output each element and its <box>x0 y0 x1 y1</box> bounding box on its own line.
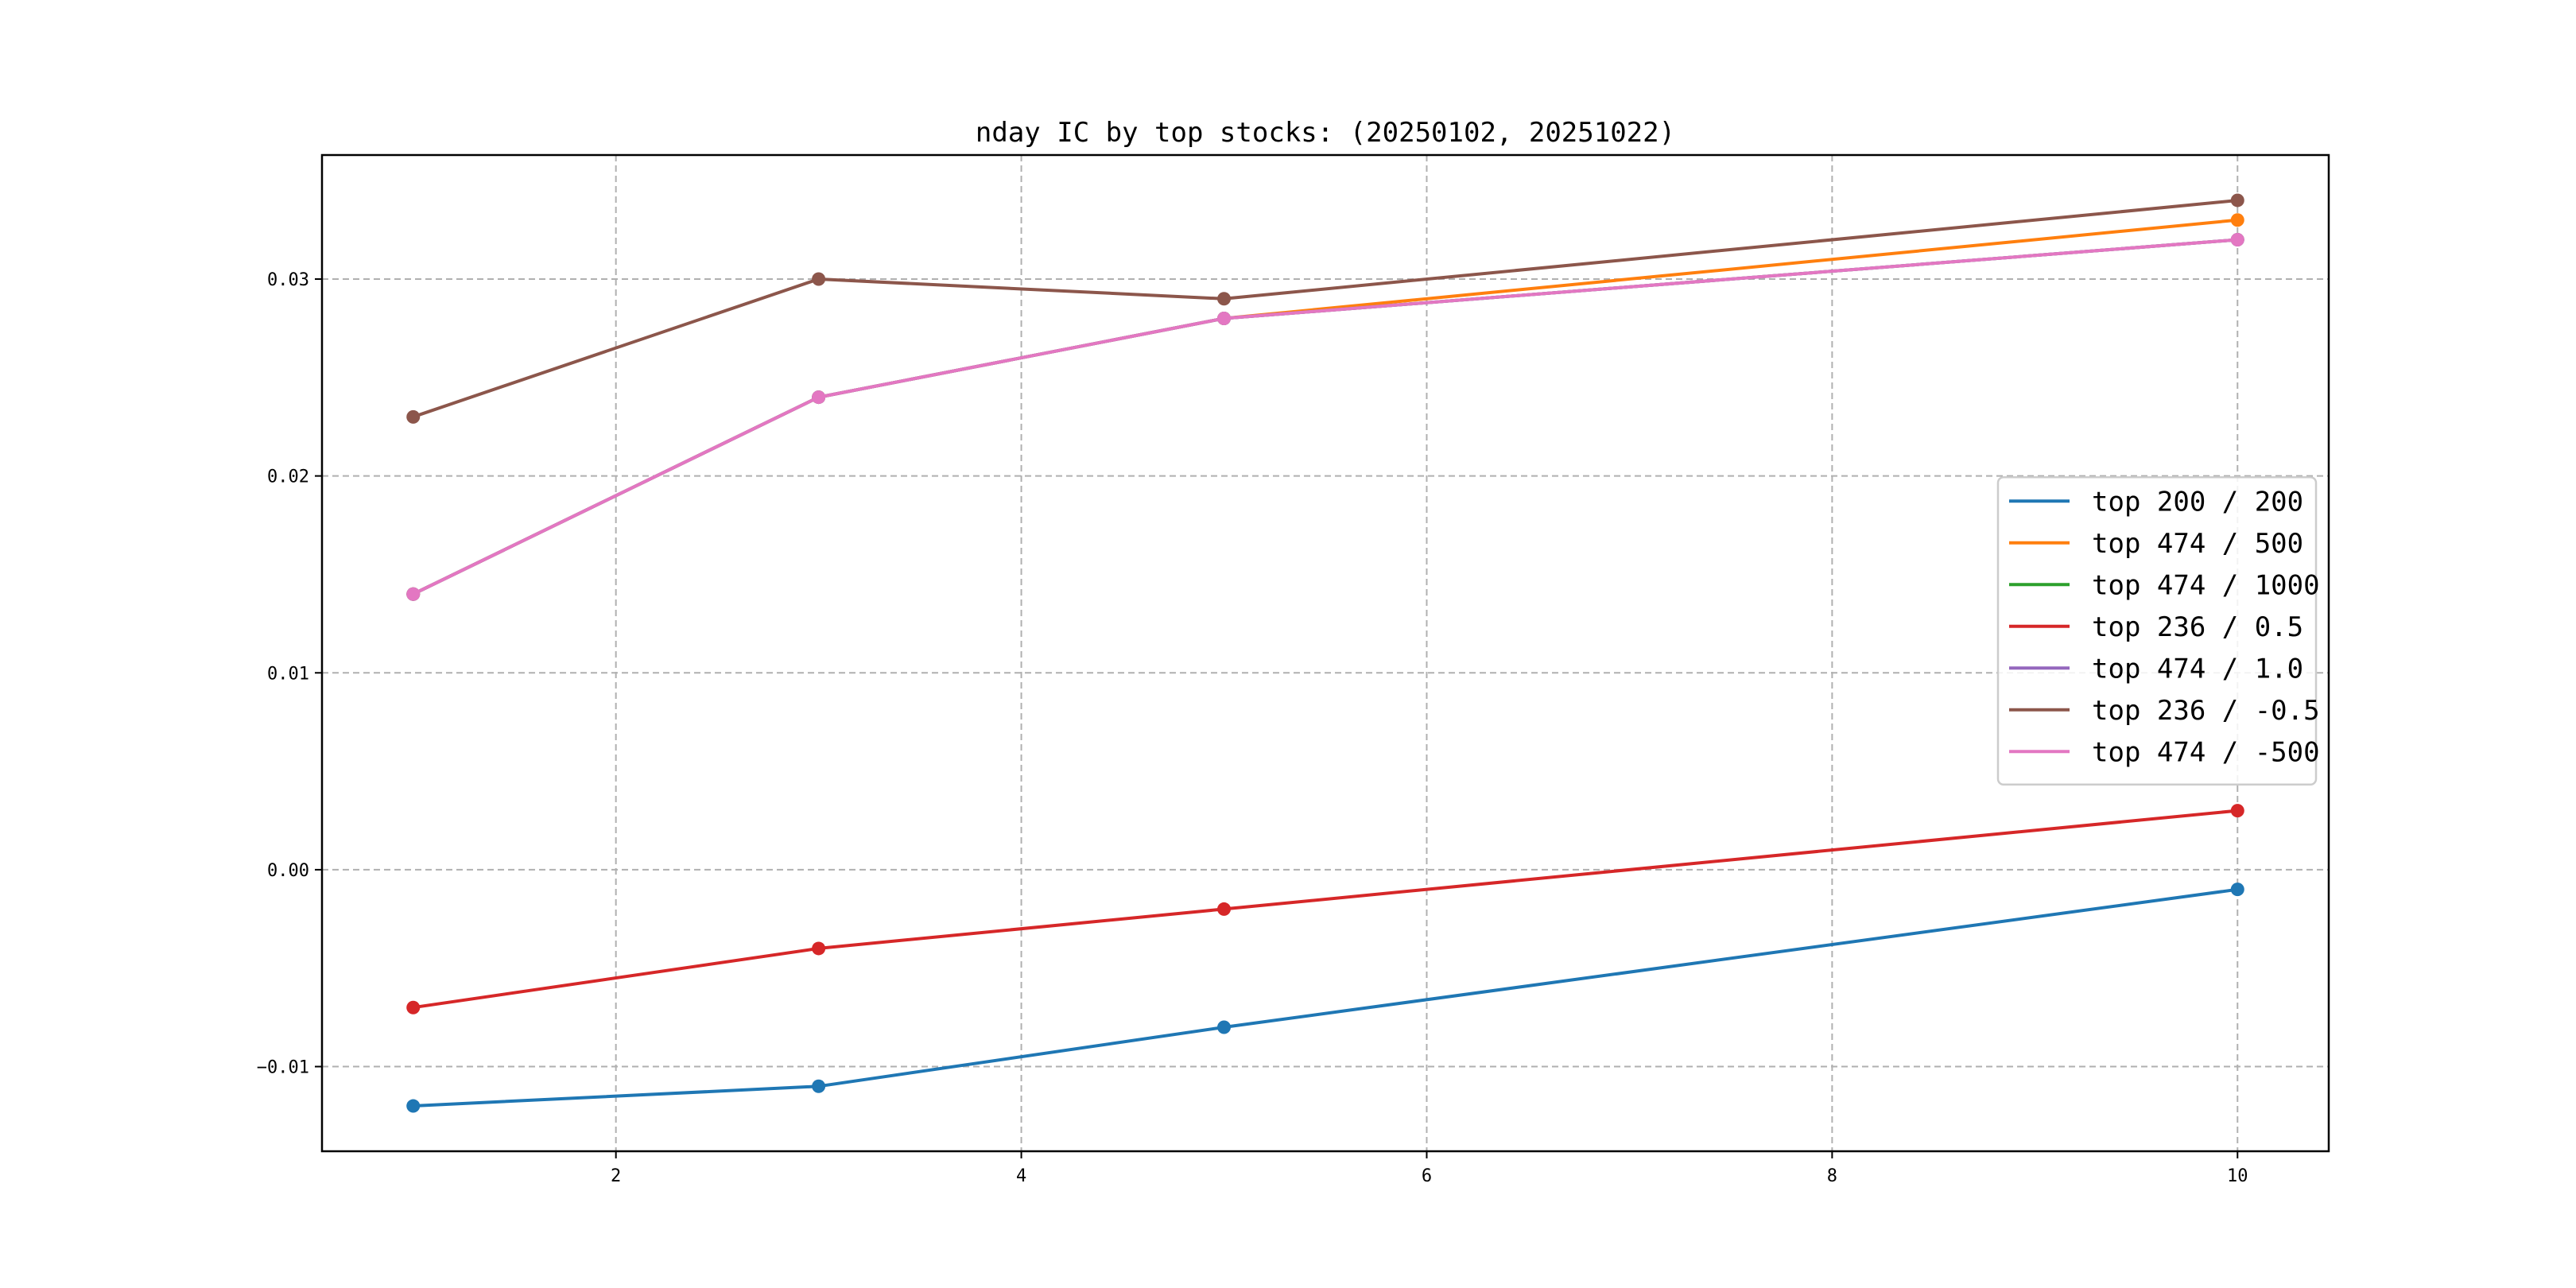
data-point <box>812 390 826 405</box>
data-point <box>1217 1020 1232 1034</box>
data-point <box>406 409 421 424</box>
legend-item: top 474 / 500 <box>2009 528 2303 560</box>
y-tick-label: 0.03 <box>267 270 309 290</box>
y-tick-label: −0.01 <box>257 1058 309 1078</box>
legend-label: top 474 / -500 <box>2092 736 2320 768</box>
data-point <box>406 1000 421 1014</box>
legend-item: top 200 / 200 <box>2009 486 2303 518</box>
data-point <box>812 941 826 956</box>
data-point <box>812 1079 826 1093</box>
series-line <box>413 199 2238 419</box>
legend-label: top 474 / 1000 <box>2092 569 2320 601</box>
y-tick-label: 0.00 <box>267 861 309 881</box>
x-tick-label: 8 <box>1827 1166 1837 1186</box>
legend: top 200 / 200 top 474 / 500 top 474 / 1000… <box>1996 476 2320 786</box>
axes-frame <box>320 153 2330 1153</box>
plot-area <box>406 193 2244 1113</box>
data-point <box>2230 804 2244 818</box>
legend-label: top 474 / 500 <box>2092 528 2303 560</box>
y-tick-label: 0.02 <box>267 467 309 487</box>
series-line <box>412 238 2238 596</box>
x-tick-label: 4 <box>1016 1166 1026 1186</box>
legend-box <box>1996 476 2318 786</box>
data-point <box>2230 213 2244 227</box>
series-6 <box>406 193 2244 424</box>
x-tick-label: 10 <box>2227 1166 2248 1186</box>
x-axis: 2 4 6 8 10 <box>611 1151 2248 1186</box>
data-point <box>2230 883 2244 897</box>
data-point <box>1217 292 1232 306</box>
legend-item: top 236 / -0.5 <box>2009 695 2320 727</box>
y-tick-label: 0.01 <box>267 664 309 684</box>
chart-title: nday IC by top stocks: (20250102, 202510… <box>976 117 1675 149</box>
x-tick-label: 2 <box>611 1166 621 1186</box>
legend-item: top 474 / 1000 <box>2009 569 2320 601</box>
legend-label: top 474 / 1.0 <box>2092 653 2303 685</box>
series-7 <box>406 232 2244 601</box>
data-point <box>406 1099 421 1113</box>
series-1 <box>406 883 2244 1113</box>
data-point <box>2230 193 2244 208</box>
series-4 <box>406 804 2244 1014</box>
legend-label: top 236 / -0.5 <box>2092 695 2320 727</box>
data-point <box>1217 902 1232 916</box>
data-point <box>812 272 826 286</box>
legend-label: top 200 / 200 <box>2092 486 2303 518</box>
data-point <box>1217 312 1232 326</box>
legend-item: top 236 / 0.5 <box>2009 611 2303 643</box>
data-point <box>406 587 421 601</box>
y-axis: −0.01 0.00 0.01 0.02 0.03 <box>257 270 322 1078</box>
legend-label: top 236 / 0.5 <box>2092 611 2303 643</box>
x-tick-label: 6 <box>1422 1166 1432 1186</box>
legend-item: top 474 / -500 <box>2009 736 2320 768</box>
series-line <box>413 809 2238 1010</box>
series-line <box>413 887 2238 1108</box>
legend-item: top 474 / 1.0 <box>2009 653 2303 685</box>
data-point <box>2230 232 2244 246</box>
